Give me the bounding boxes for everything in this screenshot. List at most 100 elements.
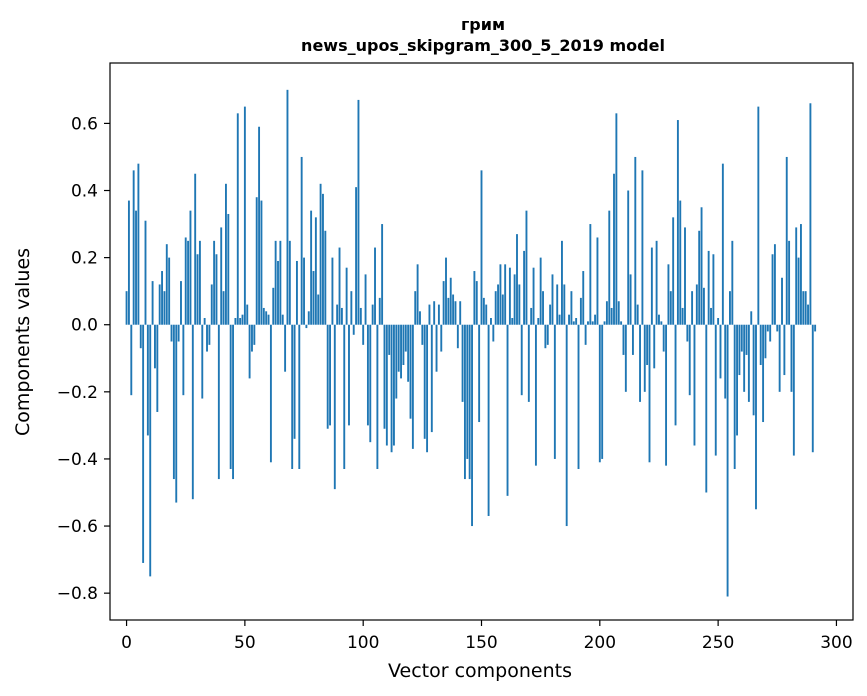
bar-166 [518, 284, 521, 325]
bar-237 [686, 324, 689, 342]
bar-151 [482, 297, 485, 325]
bar-84 [324, 230, 327, 325]
bar-229 [667, 264, 670, 325]
bar-271 [766, 324, 769, 332]
bar-174 [537, 318, 540, 325]
bar-122 [414, 291, 417, 325]
bar-0 [125, 291, 128, 325]
bar-39 [217, 324, 220, 480]
bar-131 [435, 324, 438, 372]
y-tick-label: 0.0 [71, 316, 98, 336]
y-axis-label: Components values [12, 248, 34, 436]
x-tick-label: 0 [121, 633, 132, 653]
bar-270 [764, 324, 767, 359]
bar-36 [210, 284, 213, 325]
bar-38 [215, 254, 218, 325]
bar-143 [463, 324, 466, 480]
bar-130 [433, 301, 436, 325]
x-tick-label: 50 [234, 633, 256, 653]
chart-title: грим [461, 15, 505, 34]
bar-59 [265, 311, 268, 325]
bar-155 [492, 324, 495, 342]
bar-31 [198, 240, 201, 325]
bar-154 [490, 318, 492, 325]
bar-63 [274, 240, 277, 325]
bar-102 [366, 324, 369, 426]
bar-162 [508, 267, 511, 325]
bar-189 [572, 321, 575, 325]
bar-137 [449, 277, 452, 325]
bar-278 [783, 324, 786, 376]
x-tick-label: 300 [820, 633, 852, 653]
bar-243 [700, 207, 703, 325]
bar-13 [156, 324, 159, 412]
bar-66 [281, 314, 284, 325]
bar-78 [310, 210, 313, 325]
bar-240 [693, 324, 696, 446]
bar-91 [340, 307, 343, 325]
bar-64 [277, 260, 279, 325]
bar-125 [421, 324, 424, 345]
bar-133 [440, 324, 443, 352]
bar-282 [792, 324, 795, 456]
bar-29 [194, 173, 197, 325]
bar-139 [454, 301, 457, 325]
bar-42 [225, 183, 227, 325]
bar-22 [177, 324, 180, 342]
bar-71 [293, 324, 296, 439]
bar-5 [137, 163, 140, 325]
bar-124 [419, 311, 421, 325]
y-tick-label: 0.6 [71, 114, 98, 134]
bar-28 [191, 324, 194, 500]
bar-226 [660, 321, 663, 325]
bar-250 [717, 318, 720, 325]
bar-182 [556, 284, 559, 325]
bar-181 [553, 324, 556, 459]
bar-158 [499, 264, 502, 325]
bar-45 [232, 324, 234, 480]
bar-178 [546, 324, 549, 345]
bar-97 [355, 187, 358, 325]
bar-107 [378, 297, 381, 325]
bar-219 [643, 324, 646, 392]
bar-202 [603, 321, 606, 325]
bar-171 [530, 307, 533, 325]
bar-255 [729, 291, 731, 325]
bar-216 [636, 304, 639, 325]
bar-163 [511, 318, 514, 325]
bar-74 [300, 156, 303, 325]
bar-267 [757, 106, 760, 325]
bar-83 [322, 193, 324, 325]
bar-201 [601, 324, 604, 459]
bar-148 [475, 281, 478, 325]
bar-60 [267, 314, 270, 325]
bar-273 [771, 254, 774, 325]
bar-95 [350, 291, 353, 325]
bar-198 [594, 314, 597, 325]
bar-187 [568, 314, 570, 325]
y-tick-label: 0.2 [71, 249, 98, 269]
bar-108 [381, 224, 384, 325]
bar-152 [485, 304, 488, 325]
bar-16 [163, 291, 166, 325]
x-tick-label: 100 [347, 633, 379, 653]
bar-103 [369, 324, 372, 443]
bar-284 [797, 257, 800, 325]
bar-15 [161, 271, 163, 325]
bar-257 [733, 324, 736, 469]
bar-80 [314, 217, 317, 325]
bar-157 [497, 284, 500, 325]
bar-21 [175, 324, 178, 503]
bar-92 [343, 324, 346, 469]
bar-173 [534, 324, 537, 466]
bar-116 [400, 324, 402, 379]
bar-265 [752, 324, 755, 416]
bar-176 [542, 291, 544, 325]
bar-234 [679, 200, 682, 325]
bar-37 [213, 240, 216, 325]
bar-253 [724, 324, 727, 399]
bar-67 [284, 324, 287, 372]
bar-93 [345, 267, 348, 325]
bar-6 [139, 324, 142, 349]
